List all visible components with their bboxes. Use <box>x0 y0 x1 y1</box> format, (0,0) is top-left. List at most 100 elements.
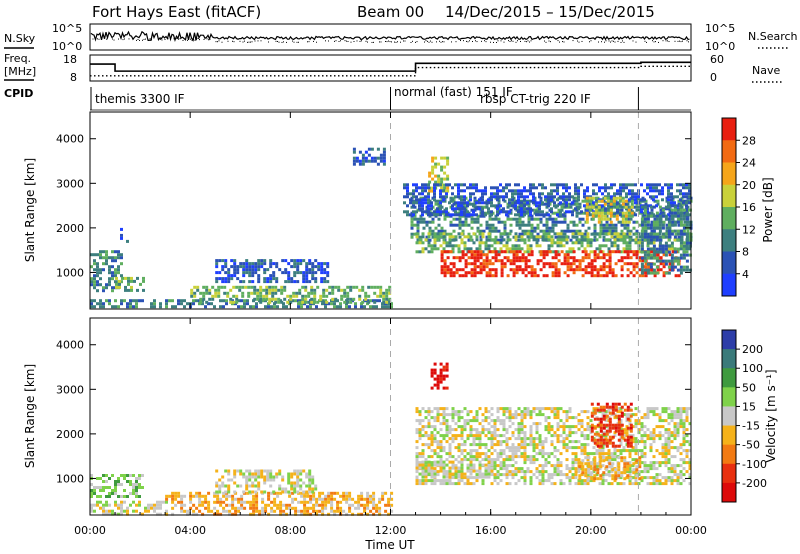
heatmap-cell <box>626 256 630 260</box>
heatmap-cell <box>640 265 644 269</box>
heatmap-cell <box>430 425 434 429</box>
heatmap-cell <box>263 262 267 266</box>
heatmap-cell <box>608 271 612 275</box>
heatmap-cell <box>478 422 482 426</box>
heatmap-cell <box>424 434 428 438</box>
heatmap-cell <box>652 198 655 202</box>
heatmap-cell <box>667 207 670 211</box>
heatmap-cell <box>481 232 485 236</box>
heatmap-cell <box>129 492 132 495</box>
heatmap-cell <box>114 503 117 507</box>
heatmap-cell <box>93 283 96 287</box>
heatmap-cell <box>96 262 99 266</box>
heatmap-cell <box>431 232 435 236</box>
heatmap-cell <box>688 253 692 257</box>
heatmap-cell <box>443 274 447 278</box>
heatmap-cell <box>198 509 202 513</box>
noise-search-dot <box>335 40 337 42</box>
heatmap-cell <box>463 449 467 453</box>
heatmap-cell <box>500 265 504 269</box>
heatmap-cell <box>670 241 674 245</box>
heatmap-cell <box>308 487 312 491</box>
heatmap-cell <box>640 268 644 272</box>
heatmap-cell <box>599 223 603 227</box>
heatmap-cell <box>655 226 659 230</box>
noise-search-dot <box>451 41 452 43</box>
heatmap-cell <box>493 204 496 208</box>
heatmap-cell <box>616 232 620 236</box>
heatmap-cell <box>195 491 199 495</box>
heatmap-cell <box>664 259 668 263</box>
heatmap-cell <box>457 410 461 414</box>
heatmap-cell <box>378 509 382 513</box>
heatmap-cell <box>490 244 494 248</box>
heatmap-cell <box>127 276 130 280</box>
heatmap-cell <box>460 452 464 456</box>
heatmap-cell <box>302 271 306 275</box>
heatmap-cell <box>622 247 626 251</box>
heatmap-cell <box>153 302 156 306</box>
noise-search-dot <box>98 38 100 40</box>
heatmap-cell <box>254 262 258 266</box>
heatmap-cell <box>562 186 565 190</box>
heatmap-cell <box>535 437 539 441</box>
heatmap-cell <box>248 478 252 482</box>
heatmap-cell <box>661 250 665 254</box>
heatmap-cell <box>446 256 450 260</box>
heatmap-cell <box>682 256 686 260</box>
heatmap-cell <box>563 235 567 239</box>
heatmap-cell <box>215 490 219 494</box>
heatmap-cell <box>418 201 421 205</box>
heatmap-cell <box>679 217 683 221</box>
heatmap-cell <box>586 235 590 239</box>
heatmap-cell <box>562 431 566 435</box>
heatmap-cell <box>442 210 445 214</box>
heatmap-cell <box>586 452 590 456</box>
heatmap-cell <box>664 271 668 275</box>
heatmap-cell <box>545 262 549 266</box>
heatmap-cell <box>366 503 370 507</box>
heatmap-cell <box>93 274 96 278</box>
heatmap-cell <box>643 238 647 242</box>
heatmap-cell <box>300 305 303 309</box>
heatmap-cell <box>339 500 343 504</box>
heatmap-cell <box>535 204 538 208</box>
noise-search-dot <box>292 40 293 42</box>
heatmap-cell <box>595 238 599 242</box>
noise-search-dot <box>475 40 476 42</box>
heatmap-cell <box>409 192 412 196</box>
heatmap-cell <box>410 220 414 224</box>
heatmap-cell <box>554 253 558 257</box>
heatmap-cell <box>96 280 99 284</box>
heatmap-cell <box>676 208 680 212</box>
heatmap-cell <box>529 235 533 239</box>
heatmap-cell <box>102 262 105 266</box>
heatmap-cell <box>242 268 246 272</box>
heatmap-cell <box>565 198 568 202</box>
colorbar-swatch <box>722 184 736 208</box>
heatmap-cell <box>379 294 383 298</box>
heatmap-cell <box>90 305 93 309</box>
heatmap-cell <box>416 229 420 233</box>
heatmap-cell <box>428 180 432 184</box>
heatmap-cell <box>448 431 452 435</box>
heatmap-cell <box>490 213 493 217</box>
heatmap-cell <box>499 232 503 236</box>
heatmap-cell <box>580 431 584 435</box>
heatmap-cell <box>583 247 587 251</box>
heatmap-cell <box>676 262 680 266</box>
heatmap-cell <box>90 483 93 486</box>
heatmap-cell <box>102 474 105 477</box>
power-ylabel: Slant Range [km] <box>23 158 37 262</box>
heatmap-cell <box>667 271 671 275</box>
heatmap-cell <box>189 497 193 501</box>
heatmap-cell <box>611 223 615 227</box>
heatmap-cell <box>496 198 499 202</box>
heatmap-cell <box>622 232 626 236</box>
heatmap-cell <box>664 205 668 209</box>
heatmap-cell <box>445 422 449 426</box>
heatmap-cell <box>535 407 539 411</box>
heatmap-cell <box>355 285 359 289</box>
heatmap-cell <box>670 214 674 218</box>
heatmap-cell <box>505 210 508 214</box>
